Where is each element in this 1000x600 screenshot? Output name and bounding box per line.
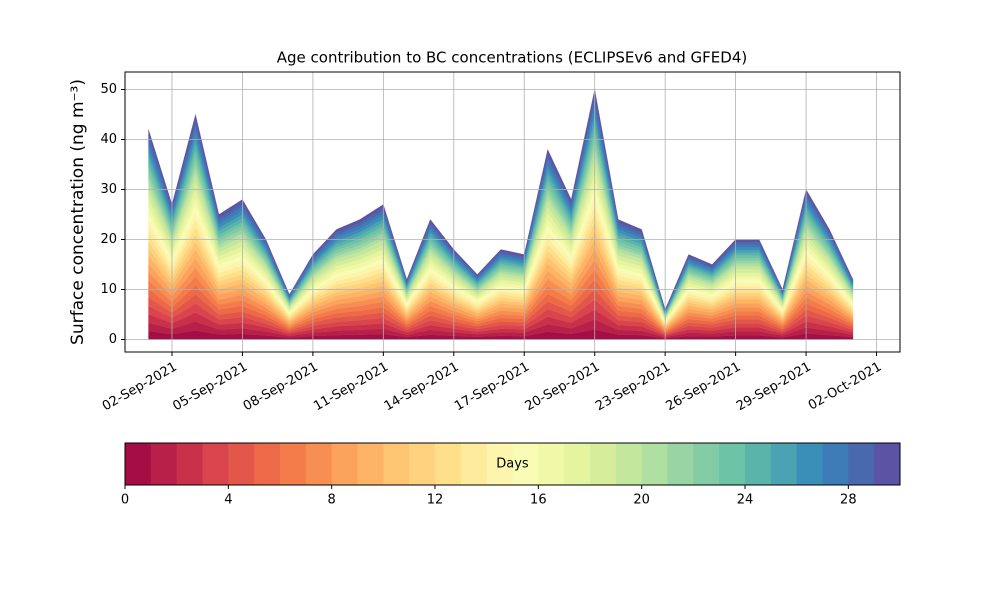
area-layer bbox=[148, 89, 854, 311]
colorbar-frame bbox=[124, 442, 901, 486]
colorbar-swatch bbox=[848, 443, 875, 485]
x-tick-label: 05-Sep-2021 bbox=[170, 360, 250, 415]
colorbar-swatch bbox=[228, 443, 255, 485]
colorbar-swatch bbox=[641, 443, 668, 485]
colorbar-swatch bbox=[874, 443, 901, 485]
colorbar-swatch bbox=[409, 443, 436, 485]
colorbar-tick-label: 28 bbox=[840, 493, 857, 508]
colorbar-tick-label: 0 bbox=[121, 493, 129, 508]
x-tick-label: 20-Sep-2021 bbox=[523, 360, 603, 415]
colorbar-swatch bbox=[176, 443, 203, 485]
y-axis-label: Surface concentration (ng m⁻³) bbox=[68, 79, 88, 345]
colorbar-swatch bbox=[202, 443, 229, 485]
colorbar-swatch bbox=[719, 443, 746, 485]
x-tick-label: 02-Oct-2021 bbox=[806, 360, 884, 414]
x-tick-label: 29-Sep-2021 bbox=[734, 360, 814, 415]
colorbar-label: Days bbox=[496, 457, 529, 472]
colorbar-swatch bbox=[693, 443, 720, 485]
x-tick-label: 08-Sep-2021 bbox=[241, 360, 321, 415]
y-tick-label: 0 bbox=[109, 332, 117, 347]
x-tick-label: 17-Sep-2021 bbox=[452, 360, 532, 415]
colorbar-swatch bbox=[615, 443, 643, 485]
colorbar-swatch bbox=[564, 443, 591, 485]
colorbar-swatch bbox=[125, 443, 152, 485]
colorbar-swatch bbox=[538, 443, 565, 485]
colorbar-swatch bbox=[280, 443, 307, 485]
colorbar-swatch bbox=[590, 443, 617, 485]
x-tick-label: 02-Sep-2021 bbox=[100, 360, 180, 415]
y-tick-label: 40 bbox=[100, 132, 117, 147]
x-tick-label: 23-Sep-2021 bbox=[593, 360, 673, 415]
colorbar-tick-label: 12 bbox=[427, 493, 444, 508]
x-tick-label: 26-Sep-2021 bbox=[664, 360, 744, 415]
colorbar-swatch bbox=[460, 443, 488, 485]
colorbar-swatch bbox=[305, 443, 333, 485]
colorbar-swatch bbox=[435, 443, 462, 485]
x-tick-label: 14-Sep-2021 bbox=[382, 360, 462, 415]
colorbar-swatch bbox=[822, 443, 849, 485]
colorbar-swatch bbox=[512, 443, 539, 485]
y-tick-label: 30 bbox=[100, 182, 117, 197]
colorbar-tick-label: 4 bbox=[224, 493, 232, 508]
y-tick-label: 50 bbox=[100, 82, 117, 97]
y-tick-label: 10 bbox=[100, 282, 117, 297]
colorbar-swatch bbox=[486, 443, 513, 485]
y-tick-label: 20 bbox=[100, 232, 117, 247]
colorbar-swatch bbox=[357, 443, 384, 485]
colorbar-swatch bbox=[383, 443, 410, 485]
colorbar-swatch bbox=[254, 443, 281, 485]
colorbar-tick-label: 20 bbox=[633, 493, 650, 508]
colorbar-tick-label: 16 bbox=[530, 493, 547, 508]
colorbar-swatch bbox=[331, 443, 358, 485]
colorbar-swatch bbox=[745, 443, 772, 485]
colorbar-swatch bbox=[150, 443, 178, 485]
plot-frame bbox=[124, 71, 901, 353]
colorbar-swatch bbox=[667, 443, 694, 485]
colorbar-tick-label: 8 bbox=[328, 493, 336, 508]
colorbar-swatch bbox=[796, 443, 823, 485]
colorbar-swatch bbox=[770, 443, 798, 485]
colorbar-tick-label: 24 bbox=[737, 493, 754, 508]
x-tick-label: 11-Sep-2021 bbox=[311, 360, 391, 415]
chart-title: Age contribution to BC concentrations (E… bbox=[277, 49, 748, 67]
